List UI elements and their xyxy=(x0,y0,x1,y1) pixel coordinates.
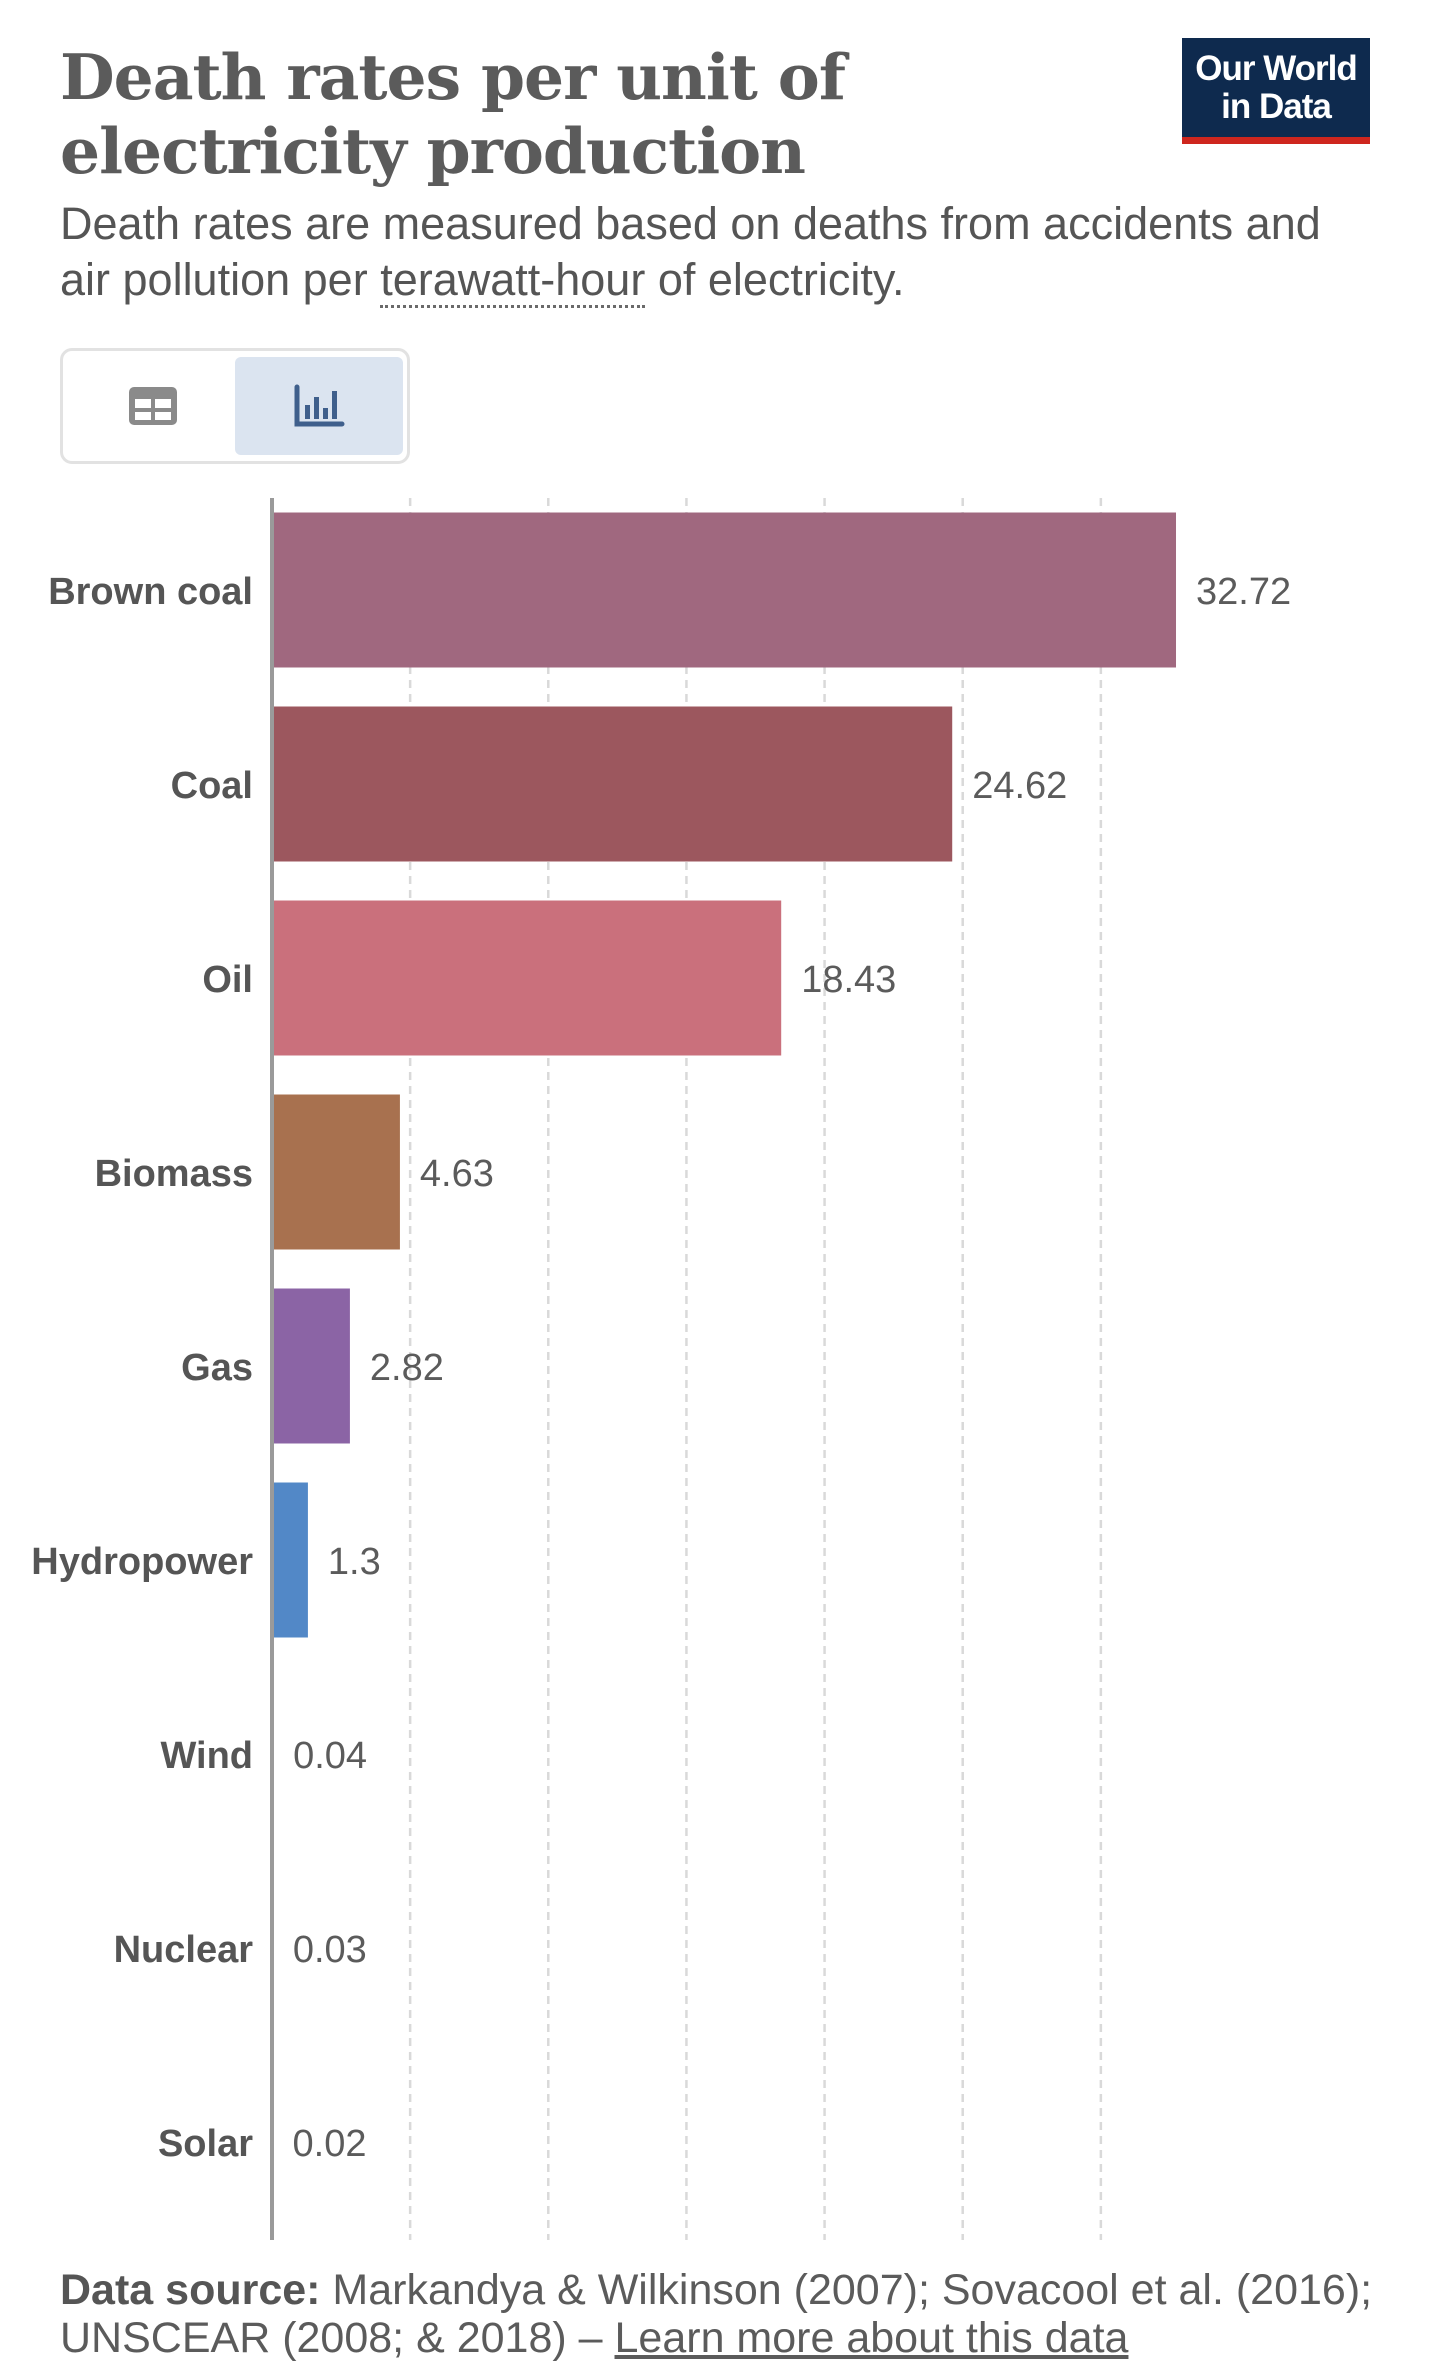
learn-more-link[interactable]: Learn more about this data xyxy=(614,2314,1129,2362)
data-source: Data source: Markandya & Wilkinson (2007… xyxy=(60,2266,1410,2362)
value-label: 0.02 xyxy=(293,2123,367,2165)
category-label: Gas xyxy=(181,1347,253,1389)
category-label: Brown coal xyxy=(48,571,253,613)
category-label: Nuclear xyxy=(114,1929,254,1971)
subtitle-text-end: of electricity. xyxy=(645,254,905,305)
bar[interactable] xyxy=(272,1288,350,1444)
category-label: Coal xyxy=(171,765,253,807)
category-label: Oil xyxy=(202,959,253,1001)
bar[interactable] xyxy=(272,1094,400,1250)
value-label: 32.72 xyxy=(1196,571,1291,613)
source-label: Data source: xyxy=(60,2266,321,2314)
value-label: 1.3 xyxy=(328,1541,381,1583)
table-icon xyxy=(129,387,177,425)
value-label: 4.63 xyxy=(420,1153,494,1195)
value-label: 2.82 xyxy=(370,1347,444,1389)
chart-title: Death rates per unit of electricity prod… xyxy=(60,40,846,188)
value-label: 24.62 xyxy=(972,765,1067,807)
category-label: Solar xyxy=(158,2123,253,2165)
bar[interactable] xyxy=(272,706,953,862)
bar-chart-icon xyxy=(294,384,345,427)
terawatt-hour-link[interactable]: terawatt-hour xyxy=(380,254,646,308)
owid-logo[interactable]: Our World in Data xyxy=(1182,38,1370,144)
category-label: Wind xyxy=(160,1735,253,1777)
value-label: 18.43 xyxy=(801,959,896,1001)
bar[interactable] xyxy=(272,512,1177,668)
chart-view-button[interactable] xyxy=(235,357,403,455)
bar[interactable] xyxy=(272,900,782,1056)
logo-line-2: in Data xyxy=(1221,86,1332,126)
category-label: Hydropower xyxy=(31,1541,253,1583)
logo-line-1: Our World xyxy=(1195,48,1357,88)
bar-chart: Brown coal 32.72 Coal 24.62 Oil 18.43 Biomass 4… xyxy=(31,498,1291,2240)
category-label: Biomass xyxy=(95,1153,253,1195)
table-view-button[interactable] xyxy=(69,357,237,455)
bar[interactable] xyxy=(272,1482,308,1638)
chart-subtitle: Death rates are measured based on deaths… xyxy=(60,196,1360,308)
view-toggle xyxy=(60,348,410,464)
source-text: Markandya & Wilkinson (2007); Sovacool e… xyxy=(60,2266,1373,2362)
value-label: 0.04 xyxy=(293,1735,367,1777)
subtitle-text: Death rates are measured based on deaths… xyxy=(60,198,1321,305)
value-label: 0.03 xyxy=(293,1929,367,1971)
